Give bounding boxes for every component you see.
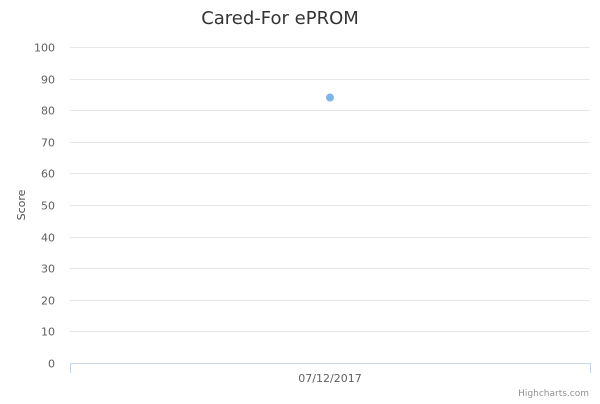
gridlines bbox=[70, 47, 590, 332]
y-tick-label: 0 bbox=[48, 358, 55, 371]
x-tick-labels: 07/12/2017 bbox=[298, 372, 361, 385]
y-axis-title: Score bbox=[15, 189, 28, 220]
data-point[interactable] bbox=[326, 93, 334, 102]
chart-title: Cared-For ePROM bbox=[201, 8, 359, 29]
x-tick-label: 07/12/2017 bbox=[298, 372, 361, 385]
y-tick-label: 60 bbox=[41, 168, 55, 181]
y-tick-label: 50 bbox=[41, 200, 55, 213]
y-tick-label: 90 bbox=[41, 74, 55, 87]
y-tick-label: 40 bbox=[41, 232, 55, 245]
data-points bbox=[326, 93, 334, 102]
y-tick-labels: 0 10 20 30 40 50 60 70 80 90 100 bbox=[34, 42, 55, 371]
y-tick-label: 20 bbox=[41, 295, 55, 308]
y-tick-label: 70 bbox=[41, 137, 55, 150]
y-tick-label: 10 bbox=[41, 326, 55, 339]
axes bbox=[70, 363, 591, 373]
y-tick-label: 100 bbox=[34, 42, 55, 55]
y-tick-label: 30 bbox=[41, 263, 55, 276]
y-tick-label: 80 bbox=[41, 105, 55, 118]
credits-link[interactable]: Highcharts.com bbox=[518, 389, 589, 399]
